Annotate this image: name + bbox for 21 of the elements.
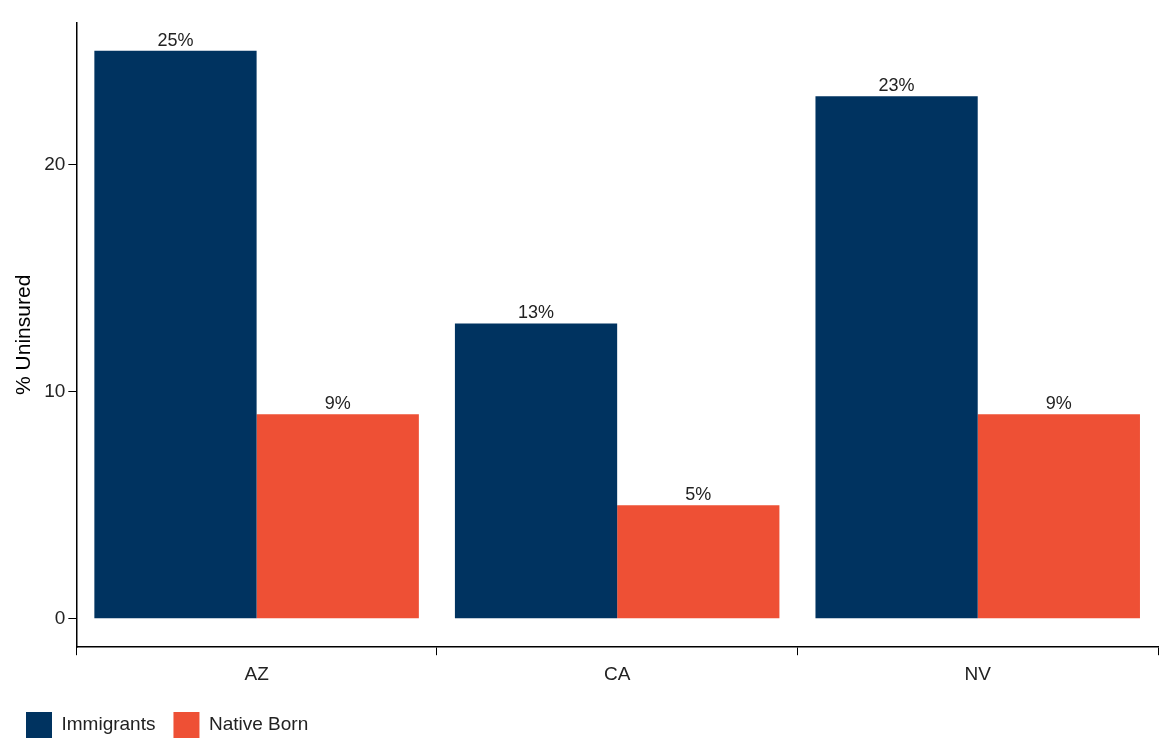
legend-label: Native Born [208, 713, 309, 735]
y-tick-label: 0 [54, 607, 66, 629]
data-label: 13% [518, 302, 555, 323]
data-label: 9% [1045, 393, 1072, 414]
bar [94, 50, 257, 619]
bar [256, 414, 419, 619]
data-label: 5% [685, 484, 712, 505]
x-tick-label: CA [603, 662, 631, 684]
bar [815, 96, 978, 619]
x-tick-label: AZ [244, 662, 270, 684]
y-tick-label: 20 [44, 152, 66, 174]
legend-label: Immigrants [61, 713, 156, 735]
data-label: 23% [878, 75, 915, 96]
bar [454, 323, 618, 619]
bar [977, 414, 1140, 619]
y-axis-title: % Uninsured [11, 274, 35, 395]
data-label: 9% [324, 393, 351, 414]
data-label: 25% [157, 29, 194, 50]
x-tick-label: NV [964, 662, 992, 684]
y-tick-label: 10 [44, 379, 66, 401]
bar [617, 505, 780, 619]
